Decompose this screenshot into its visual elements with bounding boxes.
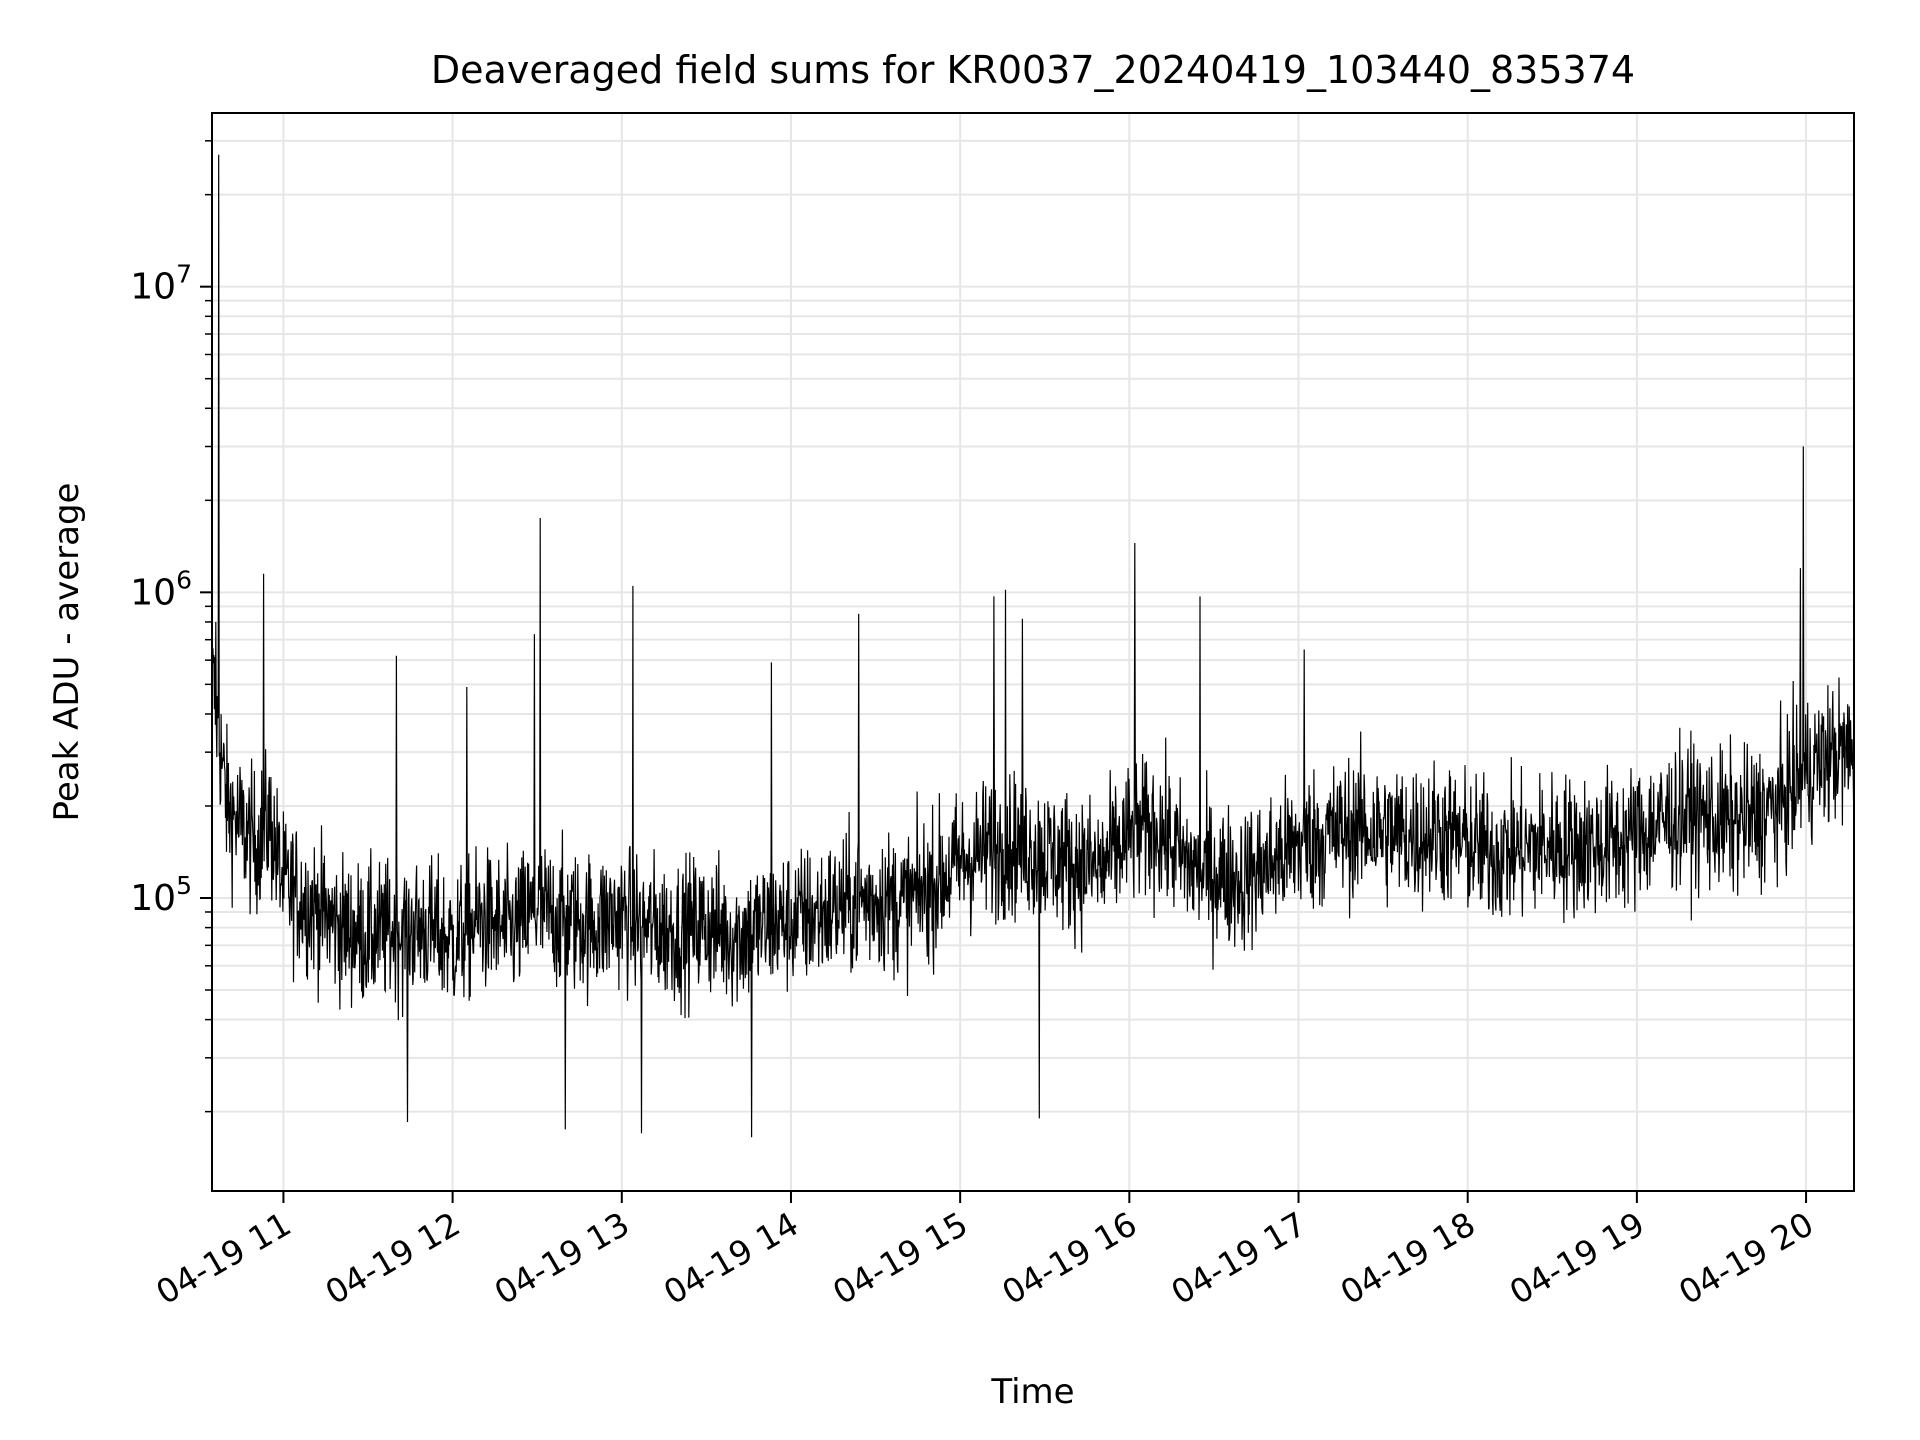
plot-area: [212, 154, 1855, 1138]
y-tick-label: 106: [130, 565, 192, 613]
plot-frame: [211, 112, 1855, 1192]
series-line: [212, 154, 1855, 1138]
grid: [212, 113, 1854, 1191]
x-axis-label: Time: [990, 1372, 1074, 1412]
y-tick-label: 107: [130, 260, 192, 308]
chart-title: Deaveraged field sums for KR0037_2024041…: [431, 48, 1635, 92]
y-axis-label: Peak ADU - average: [47, 483, 87, 822]
y-axis: 105 106 107: [130, 140, 212, 1113]
y-tick-label: 105: [130, 871, 192, 919]
